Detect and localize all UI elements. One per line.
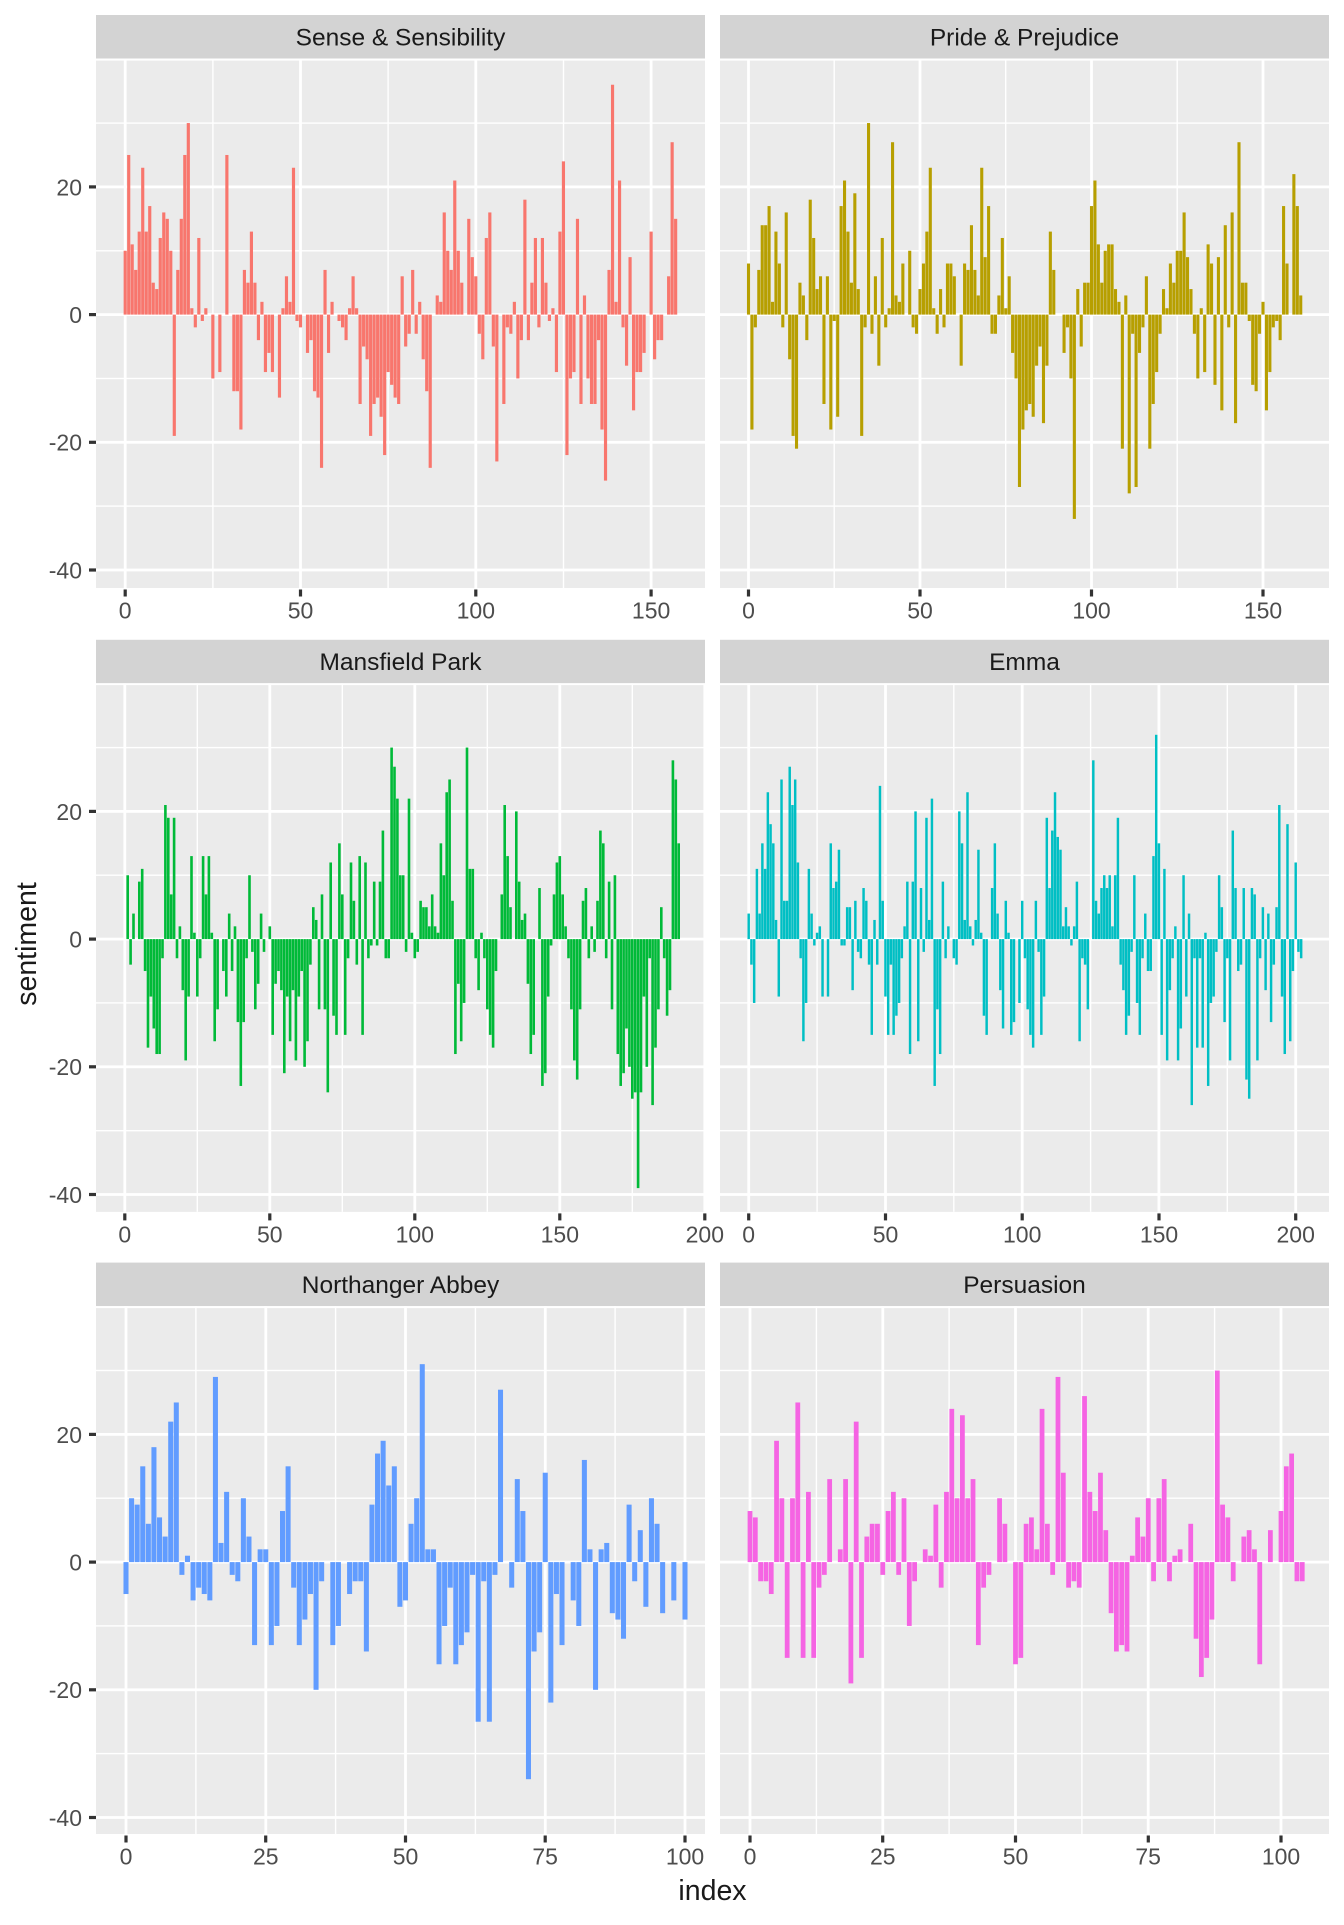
svg-text:0: 0: [118, 1221, 131, 1247]
svg-text:0: 0: [744, 1843, 757, 1869]
svg-text:50: 50: [1003, 1843, 1029, 1869]
svg-text:0: 0: [69, 302, 82, 328]
svg-text:0: 0: [120, 1843, 133, 1869]
svg-text:sentiment: sentiment: [11, 882, 43, 1006]
svg-text:0: 0: [742, 597, 755, 623]
svg-text:Persuasion: Persuasion: [963, 1272, 1086, 1299]
svg-text:50: 50: [873, 1221, 899, 1247]
svg-text:0: 0: [69, 1550, 82, 1576]
svg-text:100: 100: [1072, 597, 1110, 623]
svg-text:index: index: [678, 1875, 746, 1907]
svg-text:-40: -40: [49, 557, 82, 583]
svg-text:150: 150: [632, 597, 670, 623]
svg-text:50: 50: [257, 1221, 283, 1247]
svg-text:150: 150: [1244, 597, 1282, 623]
svg-text:Mansfield Park: Mansfield Park: [319, 649, 482, 676]
svg-text:0: 0: [69, 927, 82, 953]
svg-text:100: 100: [457, 597, 495, 623]
svg-text:20: 20: [56, 799, 82, 825]
svg-text:20: 20: [56, 174, 82, 200]
svg-text:-20: -20: [49, 1054, 82, 1080]
svg-text:100: 100: [1262, 1843, 1300, 1869]
svg-text:Emma: Emma: [989, 649, 1060, 676]
svg-text:-20: -20: [49, 1677, 82, 1703]
svg-text:100: 100: [1003, 1221, 1041, 1247]
svg-text:-40: -40: [49, 1805, 82, 1831]
svg-text:75: 75: [1135, 1843, 1161, 1869]
svg-text:75: 75: [532, 1843, 558, 1869]
svg-text:100: 100: [396, 1221, 434, 1247]
svg-text:200: 200: [1277, 1221, 1315, 1247]
svg-text:-40: -40: [49, 1182, 82, 1208]
svg-text:Pride & Prejudice: Pride & Prejudice: [930, 24, 1119, 51]
svg-text:-20: -20: [49, 430, 82, 456]
svg-text:50: 50: [288, 597, 314, 623]
svg-text:50: 50: [907, 597, 933, 623]
svg-text:Northanger Abbey: Northanger Abbey: [302, 1272, 500, 1299]
svg-text:20: 20: [56, 1422, 82, 1448]
svg-text:25: 25: [870, 1843, 896, 1869]
svg-text:0: 0: [119, 597, 132, 623]
svg-text:Sense & Sensibility: Sense & Sensibility: [296, 24, 506, 51]
svg-text:150: 150: [541, 1221, 579, 1247]
svg-text:0: 0: [742, 1221, 755, 1247]
svg-text:150: 150: [1140, 1221, 1178, 1247]
svg-text:100: 100: [666, 1843, 704, 1869]
svg-text:25: 25: [253, 1843, 279, 1869]
svg-text:50: 50: [393, 1843, 419, 1869]
svg-text:200: 200: [686, 1221, 724, 1247]
